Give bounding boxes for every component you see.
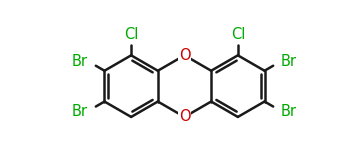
Text: Br: Br bbox=[72, 54, 88, 69]
Text: Br: Br bbox=[281, 104, 297, 119]
Text: Br: Br bbox=[281, 54, 297, 69]
Text: Cl: Cl bbox=[231, 27, 245, 42]
Text: Br: Br bbox=[72, 104, 88, 119]
Text: O: O bbox=[179, 48, 190, 63]
Text: Cl: Cl bbox=[124, 27, 138, 42]
Text: O: O bbox=[179, 109, 190, 124]
